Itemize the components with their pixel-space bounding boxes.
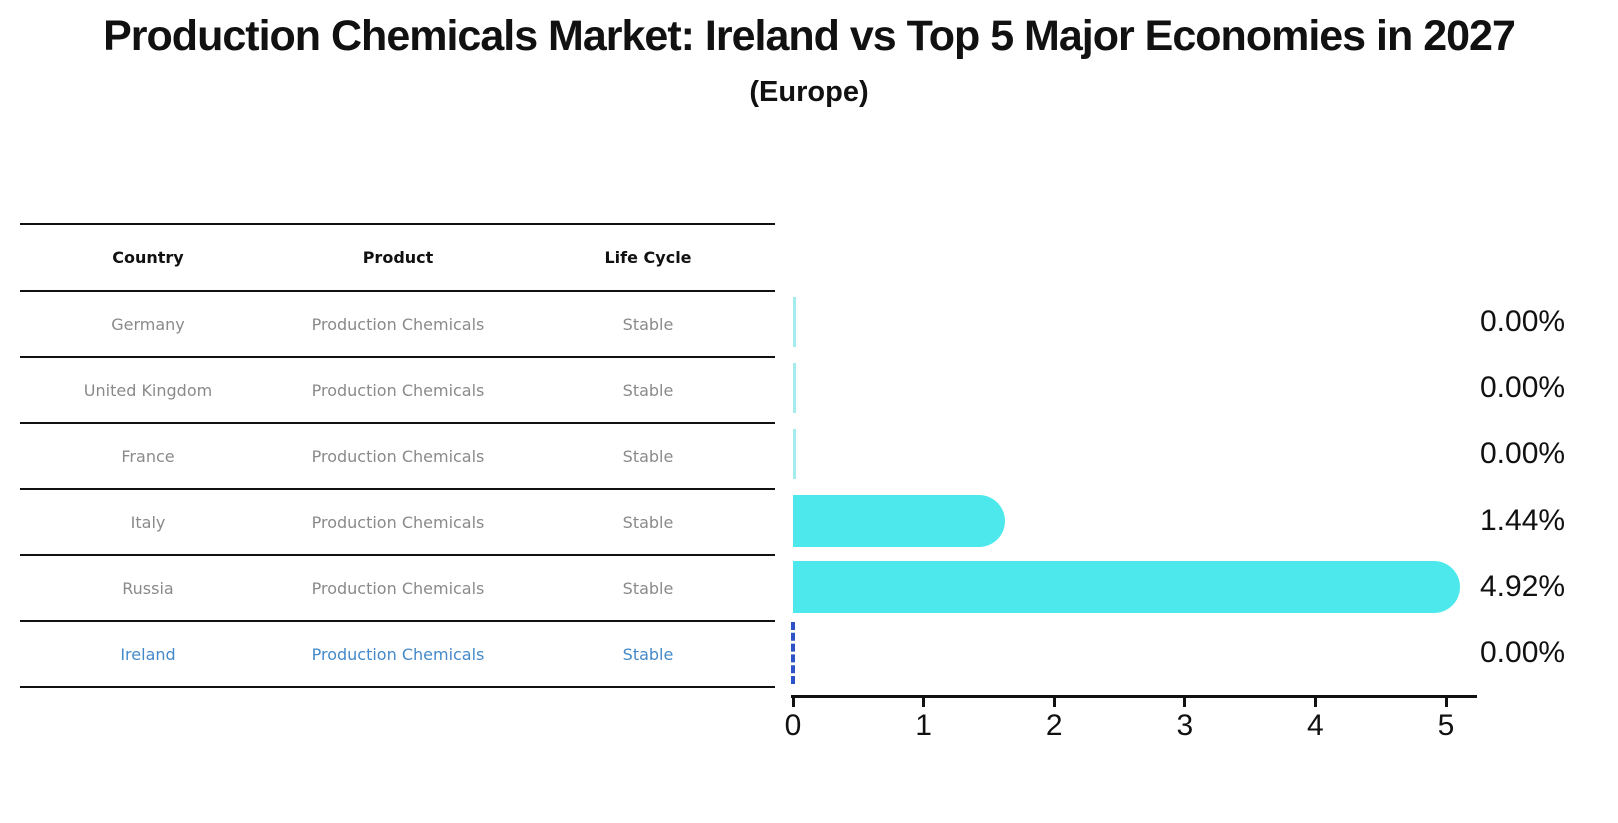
table-row-russia: Russia Production Chemicals Stable — [20, 556, 775, 622]
cell-life-cycle: Stable — [622, 578, 674, 598]
cell-life-cycle: Stable — [622, 314, 674, 334]
highlight-zero-marker-ireland — [791, 622, 795, 684]
zero-bar-germany — [793, 297, 796, 347]
x-tick-label-0: 0 — [784, 709, 802, 742]
zero-bar-united-kingdom — [793, 363, 796, 414]
table-body: Germany Production Chemicals Stable United … — [20, 292, 775, 688]
cell-country: Italy — [130, 512, 166, 532]
chart-subtitle: (Europe) — [749, 76, 869, 108]
cell-life-cycle: Stable — [622, 380, 674, 400]
table-header-row: Country Product Life Cycle — [20, 225, 775, 292]
x-tick-label-4: 4 — [1307, 709, 1324, 742]
column-header-country: Country — [112, 248, 184, 267]
chart-title: Production Chemicals Market: Ireland vs … — [103, 12, 1516, 60]
x-tick-2 — [1052, 698, 1056, 707]
cell-product: Production Chemicals — [311, 644, 485, 664]
table-row-ireland: Ireland Production Chemicals Stable — [20, 622, 775, 688]
bar-value-label-ireland: 0.00% — [1480, 636, 1566, 669]
cell-product: Production Chemicals — [311, 512, 485, 532]
country-table: Country Product Life Cycle Germany Produc… — [20, 223, 775, 688]
cell-product: Production Chemicals — [311, 578, 485, 598]
x-tick-0 — [791, 698, 795, 707]
cell-country: France — [121, 446, 175, 466]
x-tick-label-5: 5 — [1437, 709, 1455, 742]
table-row-united-kingdom: United Kingdom Production Chemicals Stable — [20, 358, 775, 424]
cell-product: Production Chemicals — [311, 446, 485, 466]
bar-value-label-united-kingdom: 0.00% — [1480, 371, 1566, 405]
cell-country: United Kingdom — [83, 380, 213, 400]
bar-value-label-italy: 1.44% — [1480, 503, 1566, 537]
x-axis-line — [791, 695, 1477, 698]
table-row-italy: Italy Production Chemicals Stable — [20, 490, 775, 556]
bar-italy — [793, 494, 1006, 547]
bar-value-label-france: 0.00% — [1480, 437, 1566, 471]
x-tick-label-2: 2 — [1045, 709, 1063, 742]
x-tick-4 — [1313, 698, 1317, 707]
table-row-germany: Germany Production Chemicals Stable — [20, 292, 775, 358]
cell-country: Ireland — [120, 644, 176, 664]
bar-russia — [793, 560, 1460, 613]
cell-product: Production Chemicals — [311, 380, 485, 400]
x-tick-label-1: 1 — [915, 709, 932, 742]
zero-bar-france — [793, 429, 796, 480]
cell-country: Russia — [122, 578, 174, 598]
x-tick-label-3: 3 — [1176, 709, 1194, 742]
bar-value-label-germany: 0.00% — [1480, 305, 1566, 338]
column-header-life-cycle: Life Cycle — [604, 248, 692, 267]
cell-life-cycle: Stable — [622, 512, 674, 532]
x-tick-1 — [922, 698, 926, 707]
cell-product: Production Chemicals — [311, 314, 485, 334]
x-tick-5 — [1444, 698, 1448, 707]
table-row-france: France Production Chemicals Stable — [20, 424, 775, 490]
cell-country: Germany — [111, 314, 185, 334]
bar-value-label-russia: 4.92% — [1480, 569, 1566, 603]
x-tick-3 — [1183, 698, 1187, 707]
cell-life-cycle: Stable — [622, 446, 674, 466]
cell-life-cycle: Stable — [622, 644, 674, 664]
column-header-product: Product — [362, 248, 434, 267]
